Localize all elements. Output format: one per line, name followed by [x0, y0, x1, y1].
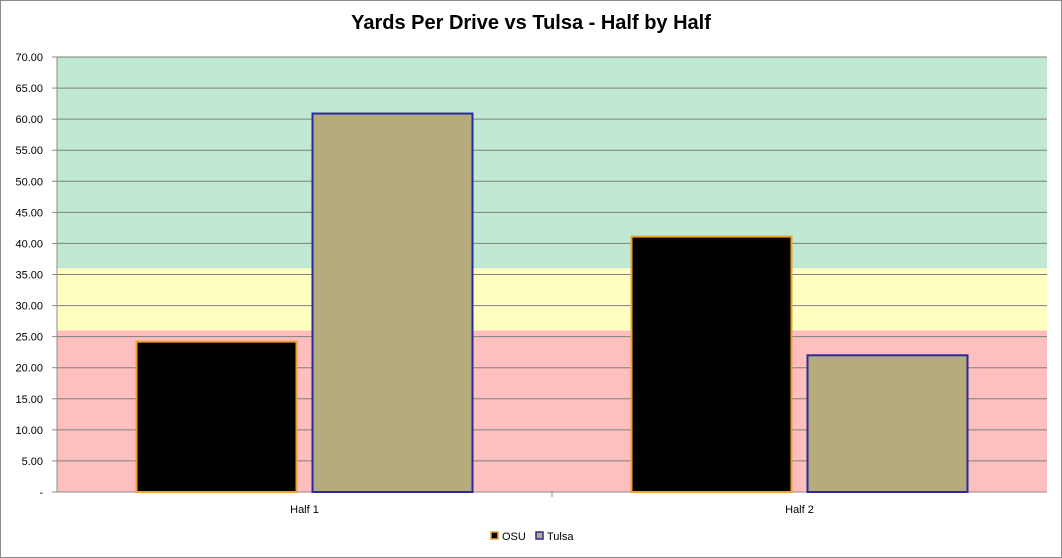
chart-title: Yards Per Drive vs Tulsa - Half by Half: [351, 12, 711, 34]
legend-label-osu: OSU: [502, 531, 526, 543]
legend-label-tulsa: Tulsa: [547, 531, 574, 543]
y-tick-label: 20.00: [15, 363, 43, 375]
background-band-2: [57, 57, 1047, 269]
bar-tulsa-half-2: [806, 354, 969, 493]
y-tick-label: 35.00: [15, 270, 43, 282]
y-tick-label: 30.00: [15, 301, 43, 313]
bar-tulsa-half-1: [311, 112, 474, 494]
y-tick-label: 60.00: [15, 114, 43, 126]
y-tick-label: 70.00: [15, 52, 43, 64]
x-tick-label: Half 2: [785, 504, 814, 516]
y-tick-label: 15.00: [15, 394, 43, 406]
bar-osu-half-1: [135, 340, 298, 493]
y-tick-label: 45.00: [15, 207, 43, 219]
y-tick-label: 40.00: [15, 238, 43, 250]
y-tick-label: -: [39, 487, 43, 499]
y-tick-label: 10.00: [15, 425, 43, 437]
y-tick-label: 50.00: [15, 176, 43, 188]
y-tick-label: 5.00: [22, 456, 43, 468]
bar-osu-half-2: [630, 235, 793, 493]
y-tick-label: 65.00: [15, 83, 43, 95]
x-tick-label: Half 1: [290, 504, 319, 516]
y-tick-label: 55.00: [15, 145, 43, 157]
legend-swatch-tulsa: [535, 531, 544, 540]
legend-swatch-osu: [490, 531, 499, 540]
y-tick-label: 25.00: [15, 332, 43, 344]
background-band-1: [57, 268, 1047, 331]
